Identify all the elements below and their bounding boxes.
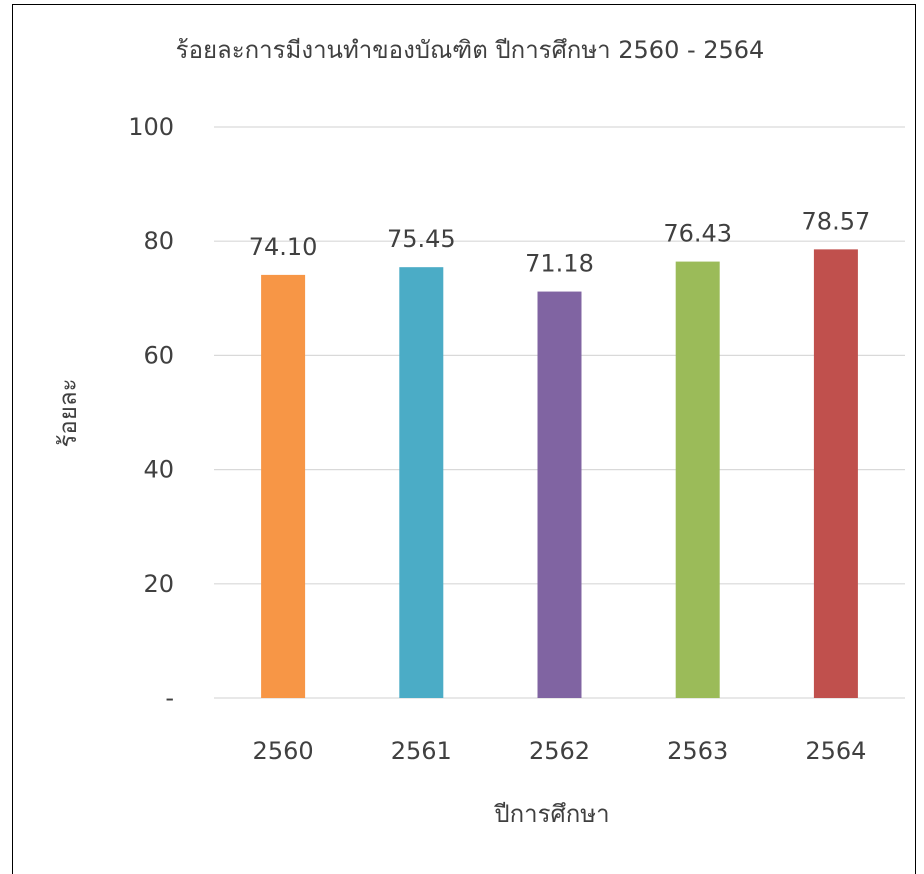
data-label-2564: 78.57 <box>802 207 871 235</box>
y-tick-label: 60 <box>143 341 174 369</box>
data-label-2560: 74.10 <box>249 233 318 261</box>
x-tick-label: 2564 <box>805 737 866 765</box>
chart-frame <box>12 4 916 874</box>
data-labels: 74.10 75.45 71.18 76.43 78.57 <box>249 207 871 277</box>
data-label-2563: 76.43 <box>663 220 732 248</box>
y-tick-label: 100 <box>128 113 174 141</box>
y-tick-label: 20 <box>143 570 174 598</box>
data-label-2561: 75.45 <box>387 225 456 253</box>
x-tick-label: 2560 <box>253 737 314 765</box>
y-tick-label: 40 <box>143 456 174 484</box>
data-label-2562: 71.18 <box>525 250 594 278</box>
x-axis-ticks: 2560 2561 2562 2563 2564 <box>253 737 867 765</box>
x-axis-title: ปีการศึกษา <box>493 800 609 828</box>
x-tick-label: 2561 <box>391 737 452 765</box>
x-tick-label: 2563 <box>667 737 728 765</box>
y-tick-label: 80 <box>143 227 174 255</box>
bars <box>261 249 858 698</box>
y-tick-label: - <box>165 684 174 712</box>
y-axis-ticks: - 20 40 60 80 100 <box>128 113 174 712</box>
bar-2561 <box>399 267 444 698</box>
bar-2563 <box>675 261 720 698</box>
x-tick-label: 2562 <box>529 737 590 765</box>
bar-2562 <box>537 291 582 698</box>
y-axis-title: ร้อยละ <box>54 379 82 448</box>
bar-2564 <box>813 249 858 698</box>
bar-2560 <box>261 274 306 698</box>
chart-title: ร้อยละการมีงานทำของบัณฑิต ปีการศึกษา 256… <box>176 36 765 64</box>
